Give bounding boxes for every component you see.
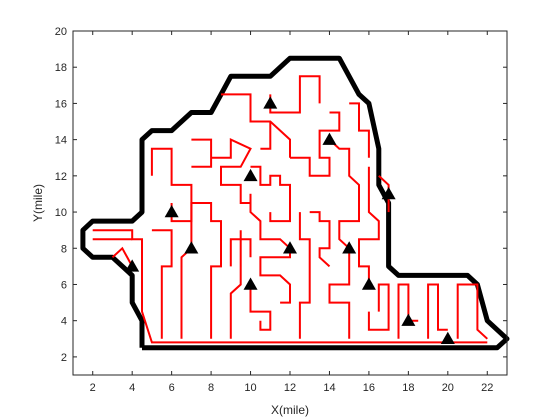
x-tick-label: 2 [90, 382, 96, 394]
route-path-8 [211, 138, 252, 204]
route-path-5 [150, 147, 193, 223]
y-tick-label: 10 [55, 207, 67, 219]
route-path-22 [358, 166, 380, 285]
y-tick-label: 8 [61, 243, 67, 255]
route-path-17 [298, 212, 311, 339]
route-path-15 [249, 193, 291, 304]
x-axis-ticks: 2 4 6 8 10 12 14 16 18 20 22 [90, 31, 493, 394]
x-axis-label: X(mile) [271, 403, 309, 417]
route-path-13 [269, 75, 321, 114]
route-path-20 [328, 138, 360, 339]
route-path-21 [349, 102, 370, 158]
route-path-26 [427, 283, 448, 339]
x-tick-label: 22 [481, 382, 493, 394]
route-path-18 [290, 111, 341, 177]
route-path-23 [378, 175, 390, 213]
y-tick-label: 12 [55, 171, 67, 183]
x-tick-label: 10 [244, 382, 256, 394]
y-tick-label: 16 [55, 98, 67, 110]
station-marker-11 [361, 277, 376, 290]
route-path-27 [456, 283, 488, 340]
boundary-line [80, 55, 510, 351]
station-marker-2 [322, 132, 337, 145]
station-marker-8 [342, 241, 357, 254]
route-path-10 [229, 238, 252, 267]
route-path-7 [191, 138, 213, 168]
route-path-4 [151, 229, 173, 339]
y-tick-label: 18 [55, 62, 67, 74]
x-tick-label: 16 [363, 382, 375, 394]
service-area-boundary [80, 55, 510, 351]
y-tick-label: 14 [55, 135, 67, 147]
route-path-24 [367, 283, 390, 331]
station-marker-13 [440, 331, 455, 345]
route-paths [92, 75, 488, 344]
x-tick-label: 6 [169, 382, 175, 394]
route-path-16 [249, 284, 272, 331]
station-marker-7 [283, 241, 297, 254]
station-marker-9 [125, 259, 140, 272]
station-markers [125, 96, 455, 345]
x-tick-label: 20 [442, 382, 454, 394]
route-path-9 [229, 230, 242, 339]
station-marker-3 [243, 168, 258, 182]
station-marker-10 [243, 277, 258, 290]
route-path-12 [260, 121, 272, 150]
x-tick-label: 8 [208, 382, 214, 394]
y-tick-label: 6 [61, 279, 67, 291]
y-tick-label: 4 [61, 316, 67, 328]
x-tick-label: 12 [284, 382, 296, 394]
station-marker-6 [184, 241, 199, 254]
route-path-1 [92, 229, 488, 344]
x-tick-label: 4 [129, 382, 135, 394]
station-marker-12 [401, 313, 416, 326]
route-path-11 [221, 93, 291, 158]
station-marker-1 [263, 96, 278, 109]
route-path-19 [309, 211, 331, 268]
y-tick-label: 2 [61, 352, 67, 364]
route-path-14 [250, 165, 291, 223]
x-tick-label: 18 [402, 382, 414, 394]
y-axis-label: Y(mile) [31, 184, 45, 222]
station-marker-4 [381, 186, 396, 200]
y-axis-ticks: 2 4 6 8 10 12 14 16 18 20 [55, 26, 507, 364]
x-tick-label: 14 [323, 382, 335, 394]
route-path-3 [111, 246, 134, 267]
y-tick-label: 20 [55, 26, 67, 38]
station-marker-5 [164, 205, 179, 218]
